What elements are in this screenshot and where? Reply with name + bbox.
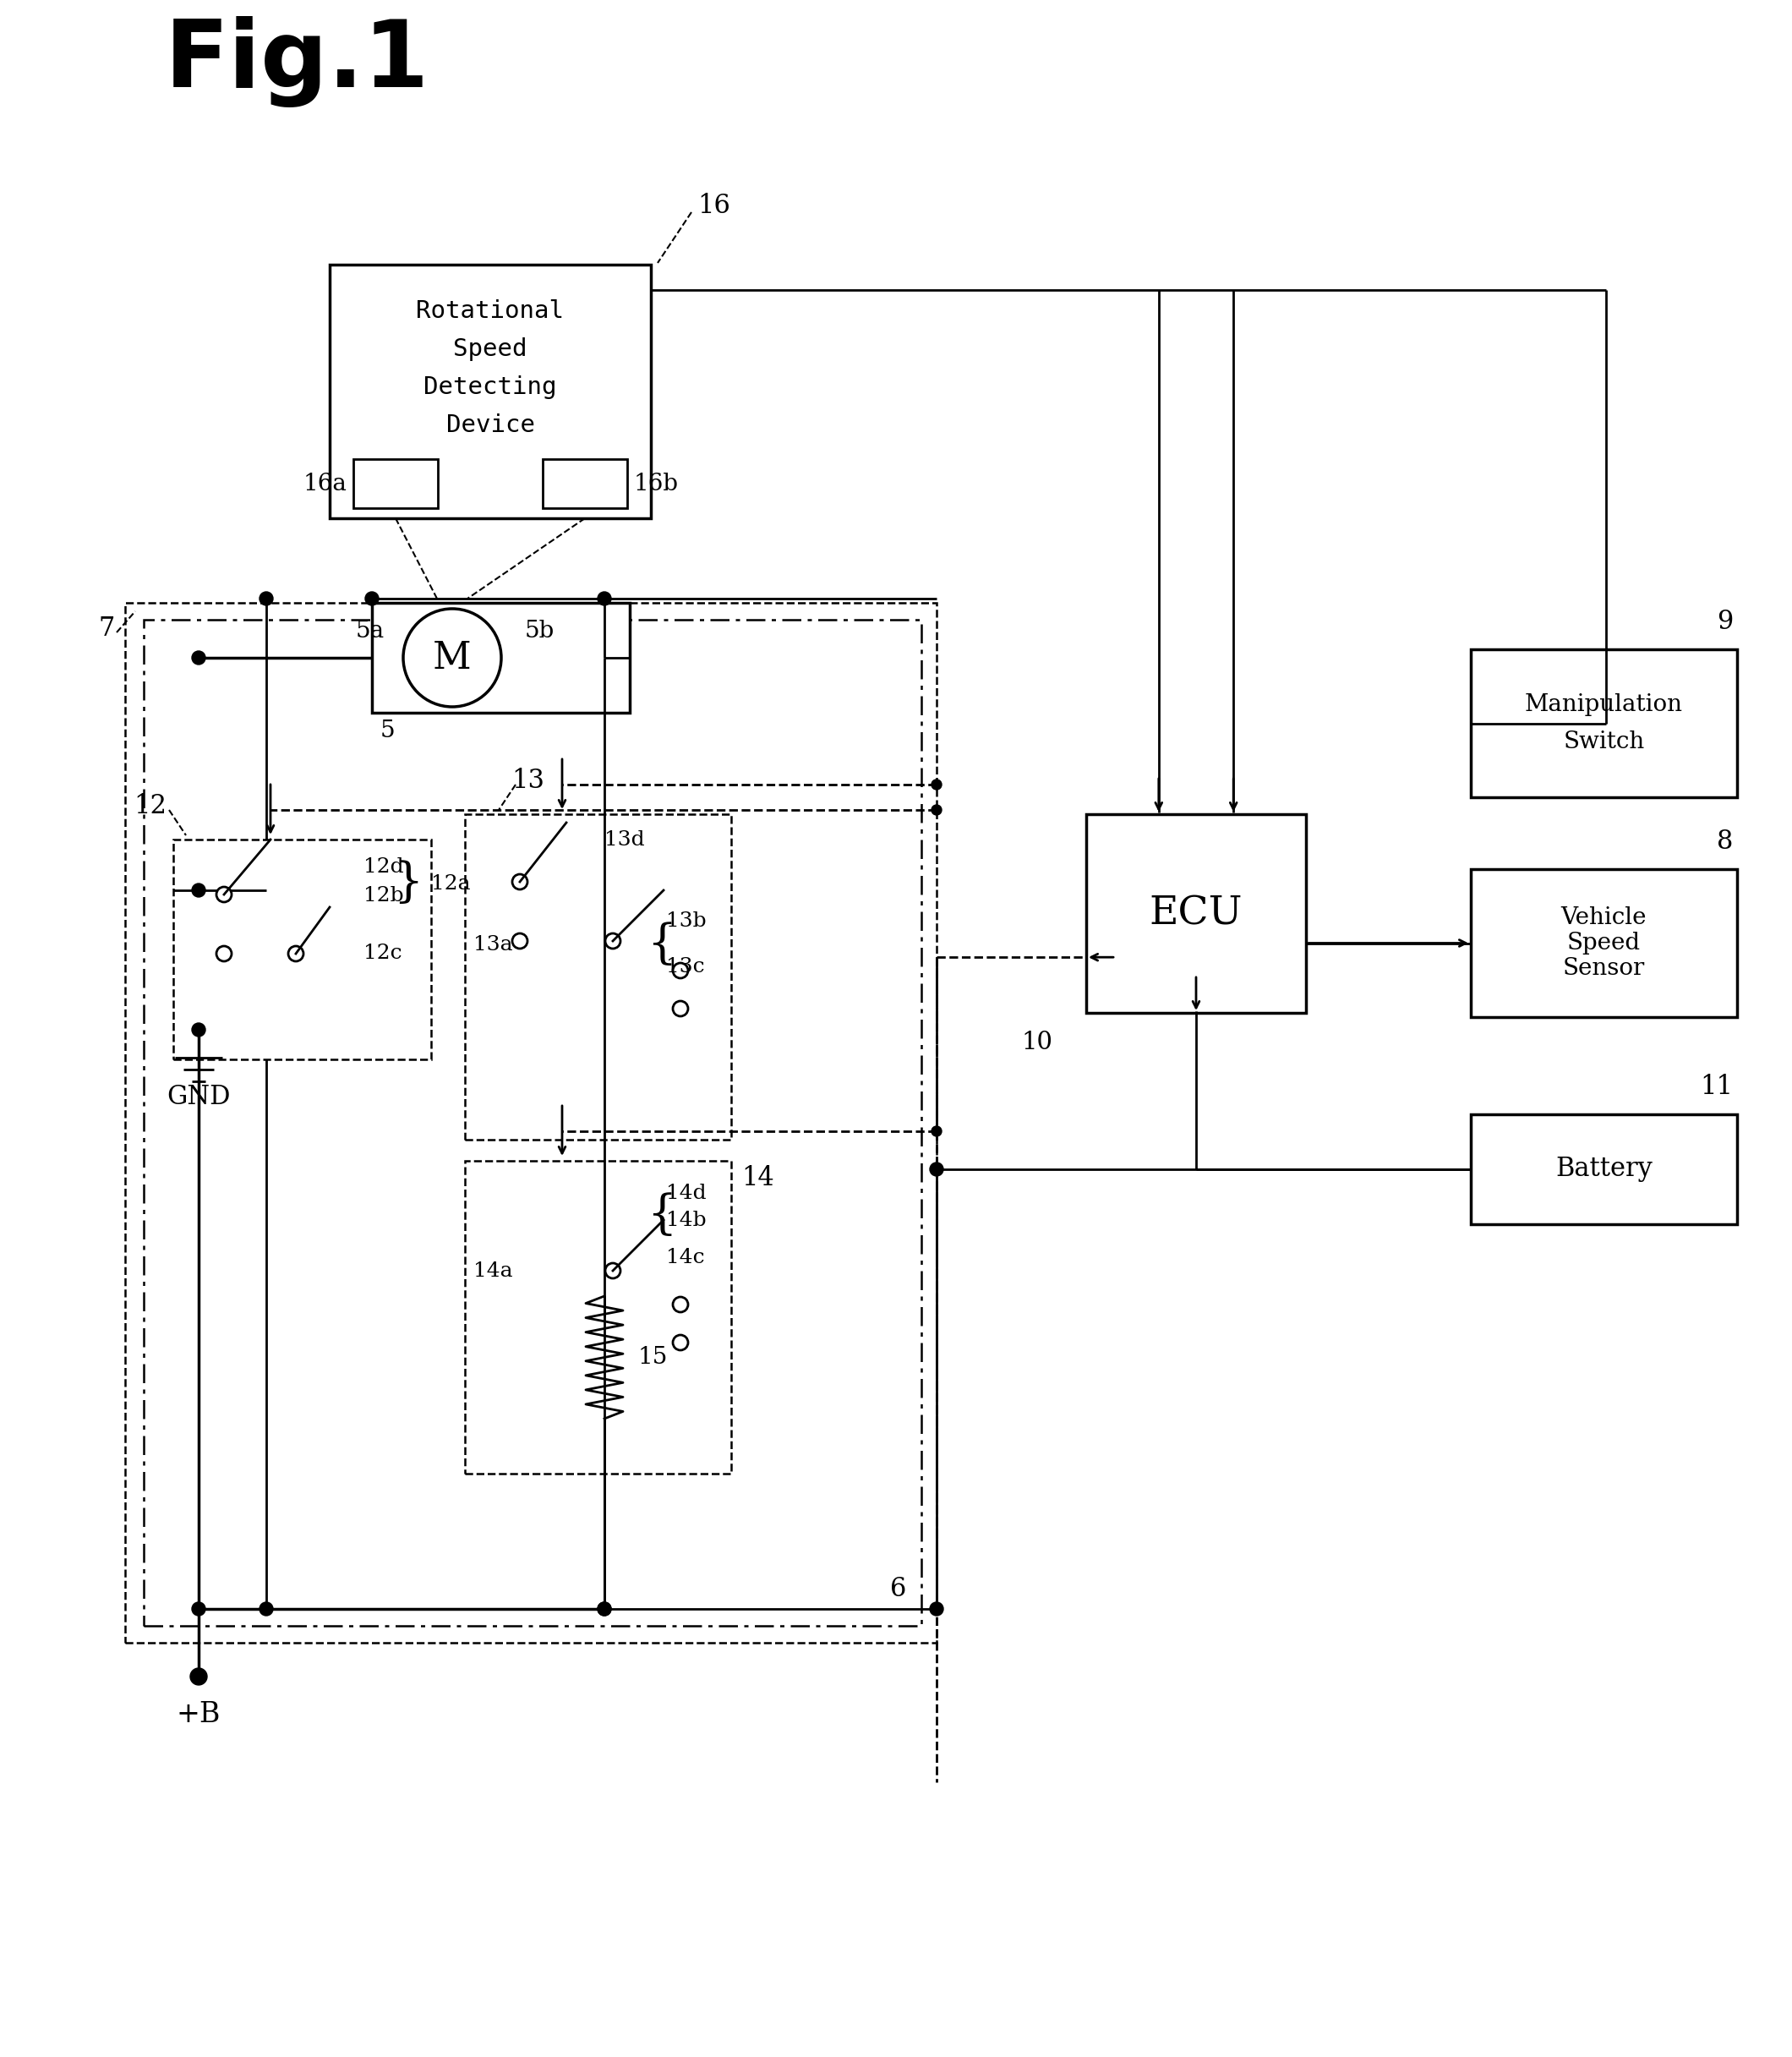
Text: 15: 15 bbox=[638, 1345, 668, 1368]
Text: 5b: 5b bbox=[525, 619, 556, 642]
Circle shape bbox=[932, 804, 941, 815]
Text: 5a: 5a bbox=[357, 619, 385, 642]
Circle shape bbox=[192, 1022, 206, 1037]
Text: 12a: 12a bbox=[432, 874, 471, 893]
Text: Speed: Speed bbox=[453, 337, 527, 362]
Text: {: { bbox=[647, 1193, 677, 1238]
Text: 13d: 13d bbox=[604, 829, 645, 850]
Bar bbox=[380, 650, 403, 664]
Circle shape bbox=[597, 1602, 611, 1615]
Circle shape bbox=[513, 874, 527, 889]
Circle shape bbox=[597, 592, 611, 605]
Circle shape bbox=[403, 609, 502, 708]
Circle shape bbox=[260, 592, 272, 605]
Bar bbox=[464, 1160, 731, 1473]
Bar bbox=[1086, 815, 1306, 1012]
Circle shape bbox=[597, 1602, 611, 1615]
Text: 12d: 12d bbox=[364, 858, 403, 876]
Circle shape bbox=[192, 885, 206, 897]
Circle shape bbox=[932, 1125, 941, 1135]
Circle shape bbox=[672, 1335, 688, 1349]
Text: 9: 9 bbox=[1717, 609, 1733, 636]
Circle shape bbox=[260, 1602, 272, 1615]
Text: 13b: 13b bbox=[667, 911, 706, 932]
Bar bbox=[1471, 870, 1736, 1016]
Text: 5: 5 bbox=[380, 720, 396, 743]
Text: 12b: 12b bbox=[364, 887, 403, 905]
Circle shape bbox=[672, 963, 688, 979]
Bar bbox=[502, 650, 525, 664]
Text: Device: Device bbox=[446, 413, 534, 436]
Text: GND: GND bbox=[167, 1084, 231, 1111]
Circle shape bbox=[192, 650, 206, 664]
Circle shape bbox=[289, 946, 303, 961]
Text: 14b: 14b bbox=[667, 1210, 706, 1230]
Bar bbox=[1471, 1115, 1736, 1224]
Circle shape bbox=[190, 1668, 208, 1685]
Bar bbox=[543, 459, 627, 508]
Circle shape bbox=[672, 1002, 688, 1016]
Text: Switch: Switch bbox=[1563, 730, 1645, 753]
Text: 14c: 14c bbox=[667, 1249, 704, 1267]
Circle shape bbox=[606, 934, 620, 948]
Bar bbox=[464, 815, 731, 1140]
Circle shape bbox=[192, 1602, 206, 1615]
Text: 8: 8 bbox=[1717, 829, 1733, 856]
Bar bbox=[373, 603, 629, 712]
Text: 14: 14 bbox=[742, 1164, 774, 1191]
Text: Battery: Battery bbox=[1555, 1156, 1652, 1183]
Circle shape bbox=[930, 1602, 943, 1615]
Text: Rotational: Rotational bbox=[416, 298, 564, 323]
Text: 7: 7 bbox=[99, 615, 115, 642]
Text: Speed: Speed bbox=[1566, 932, 1641, 954]
Bar bbox=[143, 619, 921, 1625]
Circle shape bbox=[932, 780, 941, 790]
Text: 12: 12 bbox=[134, 792, 167, 819]
Bar bbox=[125, 603, 937, 1644]
Circle shape bbox=[606, 1263, 620, 1277]
Text: 13a: 13a bbox=[473, 936, 513, 954]
Bar bbox=[330, 265, 650, 518]
Text: 12c: 12c bbox=[364, 944, 401, 963]
Text: 16a: 16a bbox=[303, 473, 346, 496]
Text: ECU: ECU bbox=[1149, 895, 1244, 932]
Text: +B: +B bbox=[176, 1701, 220, 1728]
Circle shape bbox=[217, 887, 231, 903]
Bar bbox=[174, 839, 432, 1059]
Text: Sensor: Sensor bbox=[1563, 957, 1645, 979]
Text: {: { bbox=[647, 922, 677, 969]
Text: 14a: 14a bbox=[473, 1261, 513, 1279]
Text: Fig.1: Fig.1 bbox=[165, 16, 430, 107]
Text: 13: 13 bbox=[511, 767, 545, 794]
Circle shape bbox=[366, 592, 378, 605]
Text: Vehicle: Vehicle bbox=[1561, 907, 1647, 930]
Text: }: } bbox=[394, 860, 423, 907]
Text: 11: 11 bbox=[1701, 1074, 1733, 1100]
Circle shape bbox=[217, 946, 231, 961]
Text: 6: 6 bbox=[891, 1576, 907, 1602]
Text: 10: 10 bbox=[1021, 1031, 1054, 1055]
Circle shape bbox=[930, 1162, 943, 1177]
Text: M: M bbox=[434, 640, 471, 677]
Circle shape bbox=[513, 934, 527, 948]
Text: Manipulation: Manipulation bbox=[1525, 693, 1683, 716]
Bar bbox=[353, 459, 437, 508]
Text: 13c: 13c bbox=[667, 957, 704, 977]
Circle shape bbox=[672, 1296, 688, 1312]
Text: Detecting: Detecting bbox=[423, 374, 557, 399]
Text: 16b: 16b bbox=[634, 473, 679, 496]
Text: 16: 16 bbox=[697, 193, 729, 218]
Bar bbox=[1471, 650, 1736, 798]
Text: 14d: 14d bbox=[667, 1183, 706, 1203]
